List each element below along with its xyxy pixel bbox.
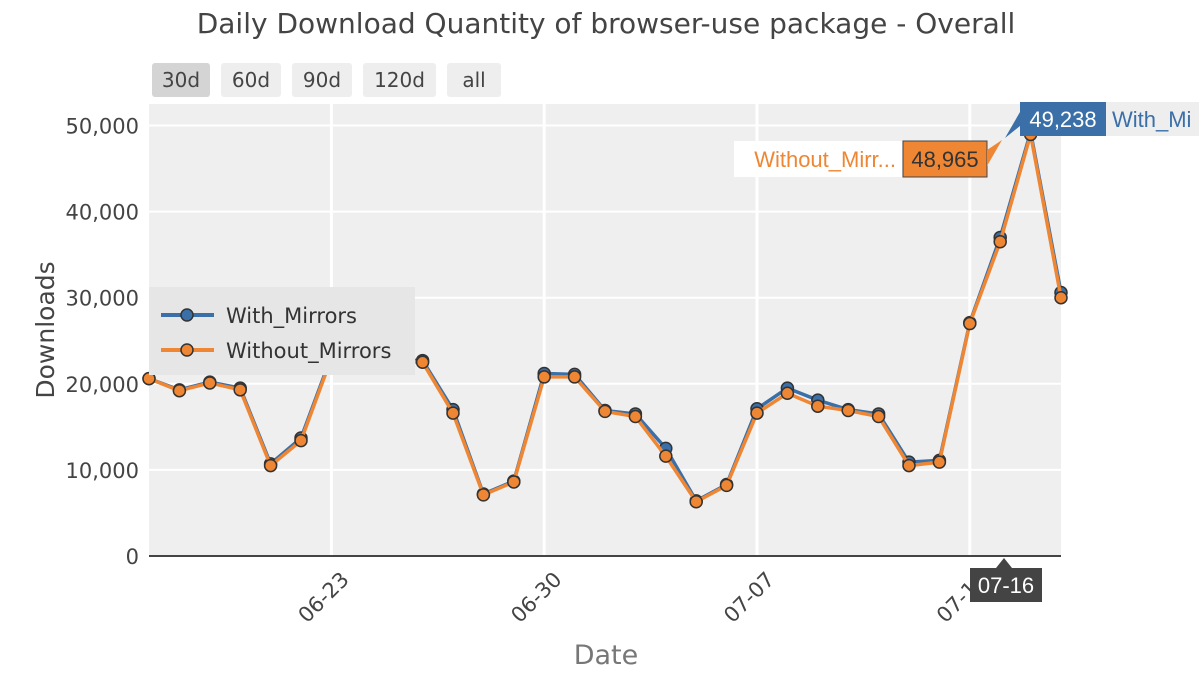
- legend-item-with-mirrors[interactable]: With_Mirrors: [161, 304, 357, 329]
- hover-without-label-bg: [902, 140, 988, 178]
- series-without-mirrors: [142, 127, 1068, 509]
- x-tick-label: 07-07: [719, 567, 779, 627]
- legend-item-without-mirrors[interactable]: Without_Mirrors: [161, 339, 391, 364]
- data-point[interactable]: [689, 495, 703, 509]
- hover-with-value: 49,238: [1029, 107, 1096, 132]
- hover-without-value: 48,965: [911, 147, 978, 172]
- legend-marker-without-mirrors: [180, 343, 194, 357]
- data-point[interactable]: [598, 404, 612, 419]
- data-point[interactable]: [203, 376, 217, 390]
- legend-label-without-mirrors: Without_Mirrors: [226, 339, 391, 364]
- y-axis-label: Downloads: [31, 261, 60, 398]
- data-point[interactable]: [902, 458, 916, 473]
- y-tick-label: 10,000: [66, 459, 139, 483]
- y-tick-label: 30,000: [66, 287, 139, 311]
- legend-bg: [149, 287, 415, 375]
- series-layer: [142, 125, 1068, 509]
- legend-label-with-mirrors: With_Mirrors: [226, 304, 357, 329]
- data-point[interactable]: [476, 488, 491, 502]
- data-point[interactable]: [628, 409, 643, 424]
- hover-with-name-bg: [1106, 102, 1199, 136]
- x-tick-label: 06-23: [294, 567, 354, 627]
- data-point[interactable]: [263, 458, 278, 473]
- data-point[interactable]: [507, 475, 521, 489]
- hover-date-pointer: [996, 558, 1012, 568]
- legend: With_Mirrors Without_Mirrors: [149, 287, 415, 375]
- data-point[interactable]: [993, 235, 1007, 249]
- x-axis-label: Date: [574, 640, 639, 671]
- legend-marker-with-mirrors: [180, 308, 194, 322]
- hover-with-name: With_Mi: [1112, 107, 1191, 132]
- hover-tooltip: 49,238 With_Mi Without_Mirr... 48,965 07…: [734, 102, 1199, 602]
- y-tick-label: 50,000: [66, 115, 139, 139]
- hover-date: 07-16: [978, 573, 1034, 598]
- y-tick-label: 20,000: [66, 373, 139, 397]
- hover-without-name: Without_Mirr...: [754, 147, 896, 172]
- x-axis: 06-23 06-30 07-07 07-14: [294, 567, 993, 627]
- data-point[interactable]: [567, 370, 582, 384]
- range-button-90d[interactable]: 90d: [292, 63, 352, 97]
- data-point[interactable]: [659, 449, 673, 463]
- chart-title: Daily Download Quantity of browser-use p…: [197, 7, 1016, 40]
- hover-date-bg: [970, 568, 1042, 602]
- range-button-all[interactable]: all: [447, 63, 501, 97]
- hover-without-label-pointer: [987, 140, 1002, 166]
- hover-with-label-bg: [1020, 102, 1106, 136]
- data-point[interactable]: [963, 316, 977, 331]
- data-point[interactable]: [871, 409, 886, 424]
- data-point[interactable]: [750, 406, 764, 420]
- data-point[interactable]: [811, 399, 825, 413]
- data-point[interactable]: [932, 455, 947, 469]
- data-point[interactable]: [1054, 290, 1068, 305]
- x-tick-label: 06-30: [506, 567, 566, 627]
- y-tick-label: 0: [126, 545, 139, 569]
- hover-without-name-bg: [734, 141, 902, 177]
- range-button-120d[interactable]: 120d: [363, 63, 436, 97]
- hover-with-label-pointer: [1005, 112, 1020, 138]
- y-tick-label: 40,000: [66, 201, 139, 225]
- data-point[interactable]: [719, 478, 734, 493]
- y-axis: 0 10,000 20,000 30,000 40,000 50,000: [66, 115, 139, 569]
- range-button-30d[interactable]: 30d: [152, 63, 210, 97]
- range-button-60d[interactable]: 60d: [221, 63, 281, 97]
- data-point[interactable]: [233, 383, 247, 397]
- data-point[interactable]: [415, 355, 430, 370]
- data-point[interactable]: [172, 383, 187, 398]
- data-point[interactable]: [446, 406, 460, 420]
- data-point[interactable]: [841, 403, 855, 418]
- data-point[interactable]: [294, 433, 308, 448]
- data-point[interactable]: [780, 386, 795, 401]
- data-point[interactable]: [537, 370, 551, 384]
